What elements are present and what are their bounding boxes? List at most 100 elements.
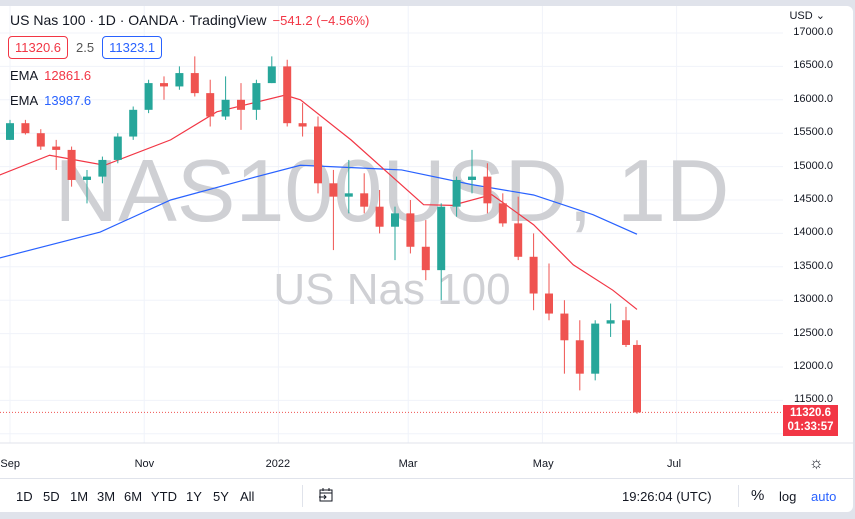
price-tick: 11500.0 xyxy=(794,393,833,406)
ema-slow-legend[interactable]: EMA 13987.6 xyxy=(10,93,91,108)
candle-body xyxy=(483,176,492,204)
ema-label: EMA xyxy=(10,68,39,83)
currency-label: USD xyxy=(789,10,813,22)
candle-body xyxy=(283,66,292,124)
candle-body xyxy=(113,136,122,160)
candle-body xyxy=(545,293,553,314)
symbol-title: US Nas 100 · 1D · OANDA · TradingView xyxy=(10,12,267,28)
ema-fast-line xyxy=(0,94,638,310)
candle-body xyxy=(468,176,476,180)
range-button-1m[interactable]: 1M xyxy=(70,489,89,504)
candle-body xyxy=(529,256,538,294)
candle-body xyxy=(391,213,399,227)
candle-body xyxy=(421,246,430,271)
price-tick: 14000.0 xyxy=(793,226,833,239)
candle-body xyxy=(633,344,641,413)
candle-body xyxy=(437,206,446,271)
price-tick: 13000.0 xyxy=(793,293,833,306)
candle-body xyxy=(206,93,215,117)
range-button-1y[interactable]: 1Y xyxy=(186,489,202,504)
time-tick: Sep xyxy=(0,458,20,470)
log-toggle[interactable]: log xyxy=(779,489,797,504)
candle-body xyxy=(144,83,153,110)
price-tick: 12000.0 xyxy=(793,360,833,372)
bottom-toolbar: 1D 5D 1M 3M 6M YTD 1Y 5Y All 19:26:04 (UTC) % lo… xyxy=(0,478,853,512)
candle-body xyxy=(406,213,415,247)
price-tick: 15000.0 xyxy=(793,159,833,172)
range-button-ytd[interactable]: YTD xyxy=(151,489,177,504)
candle-body xyxy=(6,123,14,140)
candle-body xyxy=(452,179,461,207)
clock-timezone[interactable]: 19:26:04 (UTC) xyxy=(622,489,712,504)
ema-slow-line xyxy=(0,164,638,259)
last-price: 11320.6 xyxy=(790,407,831,419)
range-button-5d[interactable]: 5D xyxy=(43,489,60,504)
last-price-label: 11320.6 01:33:57 xyxy=(783,405,838,436)
price-tick: 12500.0 xyxy=(793,326,833,339)
candle-body xyxy=(52,146,61,150)
candle-body xyxy=(622,320,630,345)
time-tick: Mar xyxy=(398,458,418,470)
candle-body xyxy=(344,193,353,197)
price-tick: 14500.0 xyxy=(793,193,833,205)
chart-panel: NAS100USD, 1D US Nas 100 US Nas 100 · 1D … xyxy=(0,6,853,512)
candle-body xyxy=(360,193,369,207)
price-tick: 13500.0 xyxy=(793,259,833,272)
candle-body xyxy=(314,126,322,184)
chevron-down-icon: ⌄ xyxy=(815,10,825,22)
sell-price-button[interactable]: 11320.6 xyxy=(8,36,69,59)
candle-body xyxy=(175,73,184,87)
buy-price-button[interactable]: 11323.1 xyxy=(102,36,163,59)
price-tick: 16500.0 xyxy=(793,59,833,72)
candle-body xyxy=(498,203,507,224)
ema-value: 13987.6 xyxy=(44,93,92,108)
spread-value: 2.5 xyxy=(76,40,95,55)
candle-body xyxy=(560,313,569,341)
candle-body xyxy=(606,320,615,324)
price-tick: 16000.0 xyxy=(793,92,833,105)
time-tick: Nov xyxy=(134,458,155,470)
range-button-all[interactable]: All xyxy=(240,489,255,504)
price-tick: 17000.0 xyxy=(793,26,833,38)
calendar-arrow-icon[interactable] xyxy=(318,487,334,506)
candle-body xyxy=(298,123,307,127)
candle-body xyxy=(575,340,584,374)
candle-body xyxy=(252,83,261,110)
candle-body xyxy=(237,99,245,110)
candle-body xyxy=(160,83,168,87)
candle-body xyxy=(329,183,338,197)
candle-body xyxy=(375,206,384,227)
ema-value: 12861.6 xyxy=(44,68,92,83)
time-tick: 2022 xyxy=(265,458,291,470)
price-change: −541.2 (−4.56%) xyxy=(272,13,370,28)
currency-menu[interactable]: USD ⌄ xyxy=(789,9,825,22)
candle-body xyxy=(83,176,91,180)
time-tick: Jul xyxy=(667,458,682,470)
auto-toggle[interactable]: auto xyxy=(811,489,837,504)
bid-ask: 11320.6 2.5 11323.1 xyxy=(8,36,163,59)
percent-toggle[interactable]: % xyxy=(751,487,765,504)
gear-icon[interactable]: ☼ xyxy=(809,455,824,472)
watermark-name: US Nas 100 xyxy=(273,265,510,314)
time-tick: May xyxy=(532,458,554,470)
range-button-6m[interactable]: 6M xyxy=(124,489,143,504)
ema-fast-legend[interactable]: EMA 12861.6 xyxy=(10,68,91,83)
ema-label: EMA xyxy=(10,93,39,108)
candle-body xyxy=(36,133,45,147)
candle-body xyxy=(221,99,230,117)
candle-body xyxy=(514,223,523,257)
bar-countdown: 01:33:57 xyxy=(787,421,834,433)
candle-body xyxy=(67,149,76,180)
symbol-legend: US Nas 100 · 1D · OANDA · TradingView −54… xyxy=(10,12,369,28)
price-tick: 15500.0 xyxy=(793,126,833,139)
divider xyxy=(302,485,303,507)
candle-body xyxy=(591,323,600,374)
candle-body xyxy=(21,123,30,134)
candle-body xyxy=(267,66,276,84)
candle-body xyxy=(129,109,138,137)
range-button-1d[interactable]: 1D xyxy=(16,489,33,504)
range-button-3m[interactable]: 3M xyxy=(97,489,116,504)
range-button-5y[interactable]: 5Y xyxy=(213,489,229,504)
candle-body xyxy=(190,73,199,94)
